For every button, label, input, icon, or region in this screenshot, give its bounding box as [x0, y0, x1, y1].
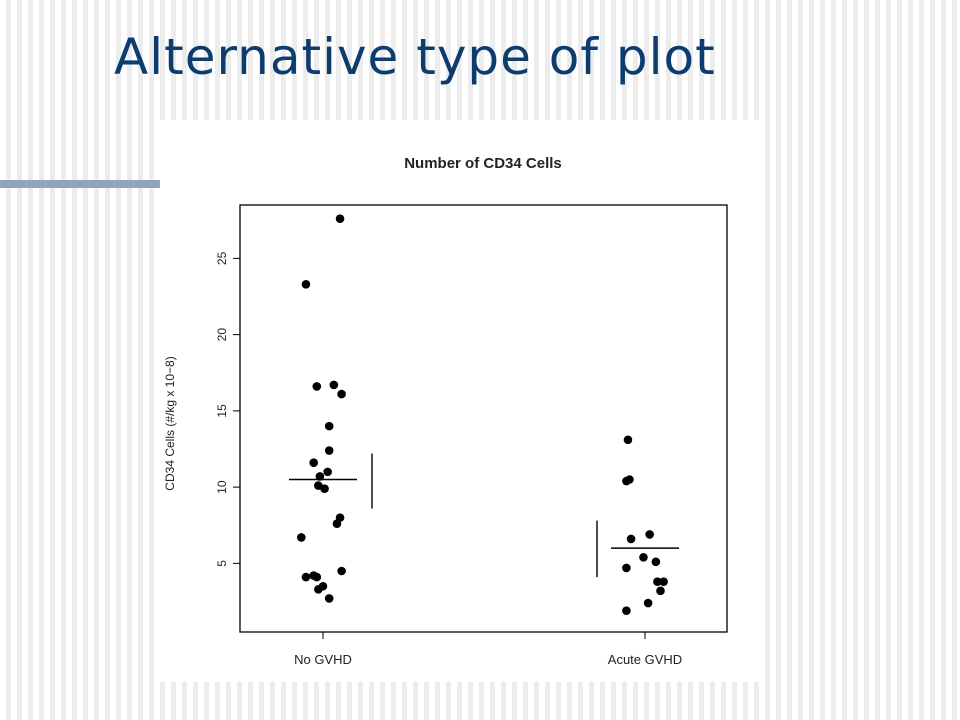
point-0-20 [318, 581, 328, 591]
point-1-6 [651, 557, 661, 567]
point-0-2 [312, 382, 322, 391]
point-1-7 [622, 563, 631, 573]
point-0-15 [337, 566, 346, 576]
point-0-0 [335, 214, 345, 224]
chart-title: Number of CD34 Cells [404, 155, 562, 172]
point-0-16 [301, 572, 311, 582]
x-axis: No GVHD Acute GVHD [294, 632, 682, 667]
point-0-1 [301, 280, 311, 289]
point-0-5 [324, 421, 334, 431]
point-1-8 [653, 577, 662, 586]
point-1-10 [656, 586, 665, 596]
plot-frame [239, 204, 728, 633]
y-tick-label-10: 10 [215, 480, 229, 494]
slide-title: Alternative type of plot [114, 28, 716, 86]
point-0-4 [337, 389, 346, 399]
data-marks [289, 214, 679, 615]
x-tick-label-0: No GVHD [294, 652, 352, 667]
chart-panel: Number of CD34 Cells 5 10 15 20 25 No GVHD Ac… [160, 120, 760, 682]
point-1-0 [623, 435, 633, 445]
y-tick-label-15: 15 [215, 404, 229, 418]
y-axis-label: CD34 Cells (#/kg x 10−8) [163, 356, 177, 490]
y-axis: 5 10 15 20 25 [215, 251, 240, 567]
point-1-4 [626, 534, 636, 544]
point-0-6 [324, 446, 334, 455]
point-0-8 [315, 472, 325, 481]
x-tick-label-1: Acute GVHD [608, 652, 682, 667]
y-tick-label-5: 5 [215, 560, 229, 567]
point-0-11 [320, 484, 329, 493]
y-tick-label-20: 20 [215, 328, 229, 342]
point-1-11 [643, 598, 653, 608]
point-0-14 [297, 533, 306, 542]
point-0-13 [332, 519, 342, 529]
point-0-7 [309, 458, 318, 468]
point-0-21 [324, 594, 334, 603]
point-1-12 [622, 606, 631, 615]
point-1-9 [659, 577, 668, 586]
point-1-2 [625, 475, 634, 484]
point-0-18 [312, 572, 322, 582]
cd34-scatter-chart: Number of CD34 Cells 5 10 15 20 25 No GVHD Ac… [163, 155, 728, 667]
accent-divider [0, 180, 168, 188]
point-0-3 [329, 380, 339, 390]
point-0-9 [323, 467, 332, 477]
point-1-5 [639, 552, 648, 562]
point-1-3 [645, 530, 654, 539]
y-tick-label-25: 25 [215, 251, 229, 265]
